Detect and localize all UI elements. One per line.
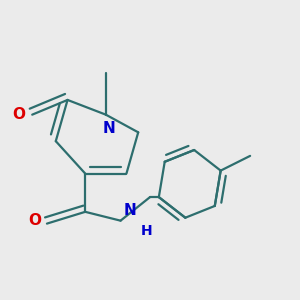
- Text: H: H: [141, 224, 153, 238]
- Text: N: N: [124, 203, 136, 218]
- Text: O: O: [12, 107, 25, 122]
- Text: O: O: [28, 213, 41, 228]
- Text: N: N: [102, 121, 115, 136]
